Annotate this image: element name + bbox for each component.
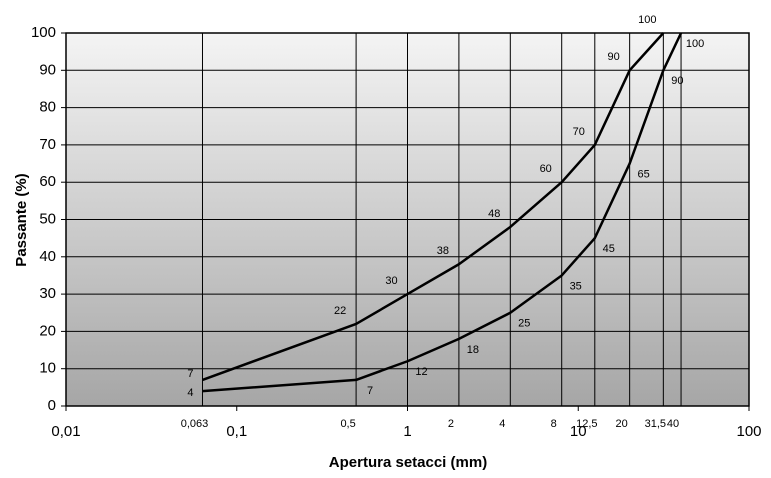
y-tick-label: 90: [39, 61, 56, 78]
y-tick-label: 20: [39, 322, 56, 339]
x-sieve-label: 2: [448, 418, 454, 430]
data-label: 70: [573, 126, 585, 138]
y-tick-label: 60: [39, 173, 56, 190]
x-axis-title: Apertura setacci (mm): [329, 454, 487, 471]
y-tick-label: 80: [39, 99, 56, 116]
data-label: 7: [367, 385, 373, 397]
y-tick-label: 30: [39, 285, 56, 302]
data-label: 4: [187, 387, 193, 399]
data-label: 90: [671, 75, 683, 87]
data-label: 38: [437, 245, 449, 257]
data-label: 45: [603, 243, 615, 255]
y-tick-label: 50: [39, 210, 56, 227]
x-tick-label: 0,1: [226, 423, 247, 440]
y-tick-label: 10: [39, 360, 56, 377]
x-sieve-label: 20: [616, 418, 628, 430]
data-label: 35: [570, 280, 582, 292]
data-label: 60: [540, 163, 552, 175]
data-label: 25: [518, 318, 530, 330]
data-label: 65: [638, 168, 650, 180]
series-line: [202, 32, 683, 393]
data-label: 18: [467, 344, 479, 356]
x-tick-label: 10: [570, 423, 587, 440]
x-tick-label: 0,01: [51, 423, 80, 440]
x-sieve-label: 0,063: [181, 418, 209, 430]
data-label: 100: [638, 14, 656, 26]
y-tick-label: 0: [48, 397, 56, 414]
data-label: 30: [385, 275, 397, 287]
x-tick-label: 100: [736, 423, 761, 440]
x-sieve-label: 4: [499, 418, 505, 430]
data-label: 22: [334, 305, 346, 317]
data-label: 100: [686, 38, 704, 50]
plot-border: [65, 32, 750, 407]
y-axis-title: Passante (%): [13, 173, 30, 266]
x-sieve-label: 0,5: [340, 418, 355, 430]
y-tick-label: 100: [31, 24, 56, 41]
x-sieve-label: 12,5: [576, 418, 597, 430]
data-label: 48: [488, 208, 500, 220]
data-label: 12: [415, 366, 427, 378]
series-line: [202, 32, 665, 382]
x-sieve-label: 8: [551, 418, 557, 430]
data-label: 90: [608, 51, 620, 63]
x-sieve-label: 31,5: [645, 418, 666, 430]
data-label: 7: [187, 368, 193, 380]
x-sieve-label: 40: [667, 418, 679, 430]
y-tick-label: 40: [39, 248, 56, 265]
x-tick-label: 1: [403, 423, 411, 440]
y-tick-label: 70: [39, 136, 56, 153]
